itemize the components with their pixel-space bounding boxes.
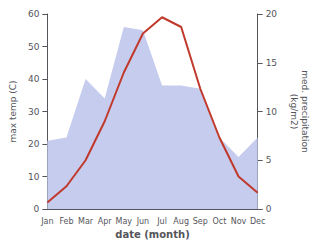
svg-text:30: 30 (28, 107, 40, 117)
svg-text:May: May (116, 217, 133, 226)
svg-text:Mar: Mar (78, 217, 94, 226)
svg-text:Aug: Aug (173, 217, 189, 226)
svg-text:15: 15 (266, 58, 277, 68)
svg-text:Sep: Sep (193, 217, 208, 226)
svg-text:Oct: Oct (212, 217, 226, 226)
svg-text:Feb: Feb (59, 217, 73, 226)
svg-text:Jul: Jul (156, 217, 167, 226)
svg-text:10: 10 (266, 107, 278, 117)
svg-text:40: 40 (28, 74, 40, 84)
svg-text:max temp (C): max temp (C) (8, 80, 18, 142)
svg-text:0: 0 (266, 204, 272, 214)
svg-text:med. precipitation: med. precipitation (300, 70, 310, 152)
svg-text:5: 5 (266, 155, 272, 165)
svg-text:60: 60 (28, 9, 40, 19)
svg-text:0: 0 (34, 204, 40, 214)
svg-text:10: 10 (28, 172, 40, 182)
svg-text:20: 20 (266, 9, 278, 19)
svg-text:(kg/m2): (kg/m2) (289, 94, 299, 129)
svg-text:date (month): date (month) (115, 229, 189, 240)
svg-text:Dec: Dec (250, 217, 265, 226)
svg-text:Nov: Nov (231, 217, 247, 226)
svg-text:Apr: Apr (98, 217, 113, 226)
svg-text:Jan: Jan (40, 217, 53, 226)
svg-text:Jun: Jun (136, 217, 150, 226)
svg-text:50: 50 (28, 42, 40, 52)
svg-text:20: 20 (28, 139, 40, 149)
